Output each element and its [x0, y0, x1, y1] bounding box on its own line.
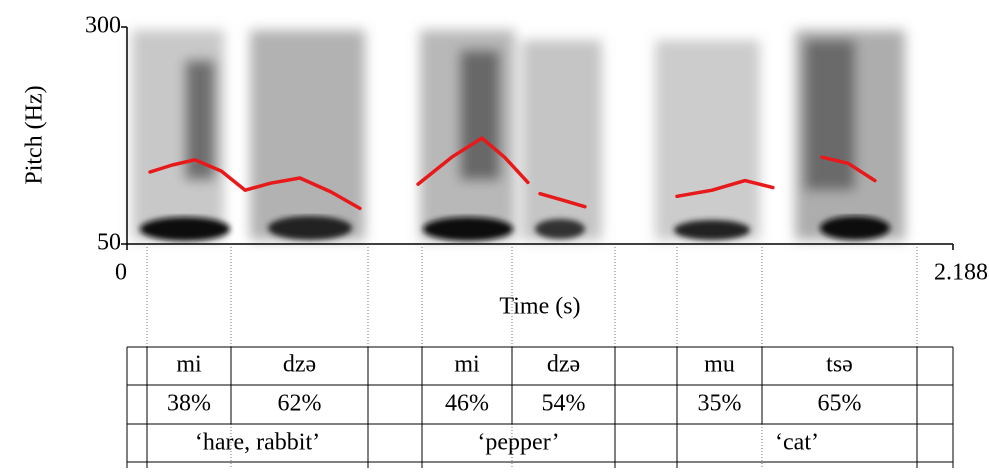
x-axis-label: Time (s): [499, 294, 580, 320]
table: [126, 346, 954, 468]
table-cell: ‘cat’: [775, 430, 819, 456]
table-cell: ‘hare, rabbit’: [195, 430, 320, 456]
table-cell: mu: [704, 352, 735, 378]
x-tick-label: 0: [115, 260, 127, 286]
table-cell: 65%: [818, 391, 862, 417]
x-tick-label: 2.188: [934, 260, 988, 286]
y-tick-label: 50: [97, 230, 121, 256]
pitch-track: [148, 136, 877, 211]
table-cell: ‘pepper’: [477, 430, 559, 456]
table-cell: 54%: [542, 391, 586, 417]
y-axis-label: Pitch (Hz): [22, 85, 48, 184]
table-cell: dzə: [283, 352, 316, 378]
spectrogram-formants: [140, 216, 890, 241]
plot-frame: [126, 27, 953, 245]
table-cell: dzə: [547, 352, 580, 378]
table-cell: 62%: [278, 391, 322, 417]
table-cell: 38%: [167, 391, 211, 417]
table-cell: mi: [454, 352, 480, 378]
table-cell: tsə: [826, 352, 853, 378]
table-cell: 35%: [698, 391, 742, 417]
table-cell: mi: [176, 352, 202, 378]
table-cell: 46%: [445, 391, 489, 417]
spectrogram: [132, 30, 905, 240]
y-tick-label: 300: [85, 13, 121, 39]
